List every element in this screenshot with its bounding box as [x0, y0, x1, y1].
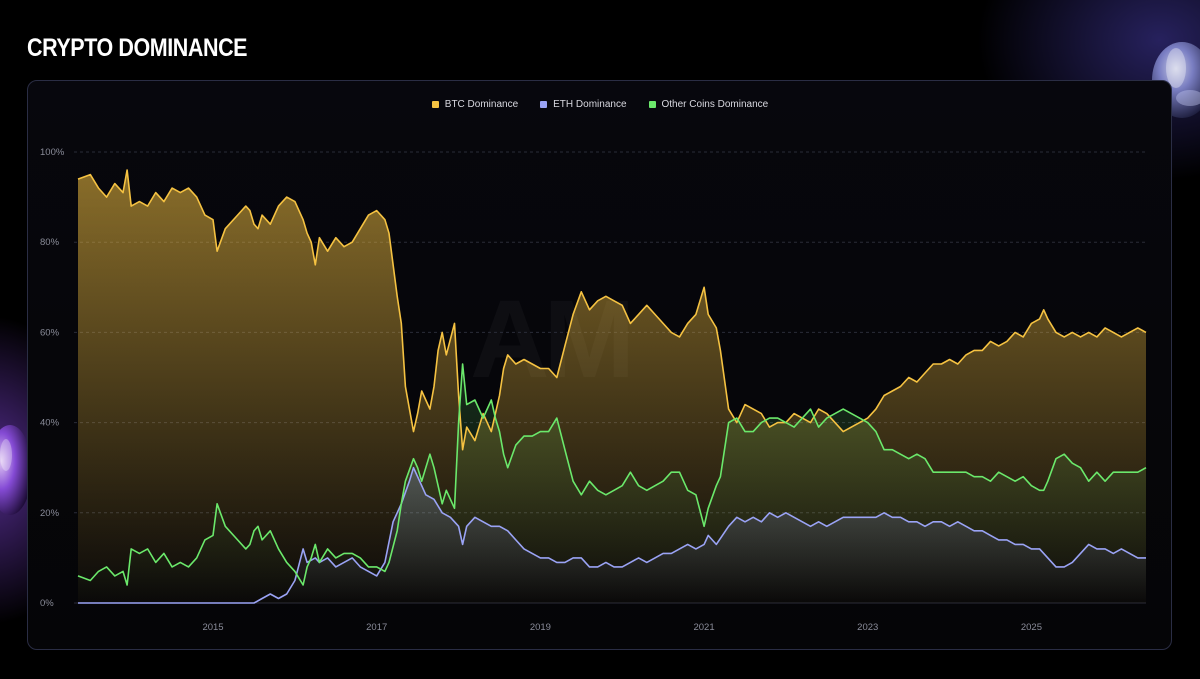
- y-tick-label: 20%: [40, 508, 60, 519]
- legend-swatch-other: [648, 101, 656, 108]
- legend-label-other: Other Coins Dominance: [661, 99, 769, 110]
- area-eth: [78, 467, 1146, 603]
- glass-ornament-left: [0, 425, 32, 515]
- chart-legend: BTC Dominance ETH Dominance Other Coins …: [0, 99, 1200, 110]
- series-lines: [77, 169, 1147, 604]
- y-axis-ticks: 0% 20% 40% 60% 80% 100%: [40, 147, 65, 609]
- y-tick-label: 0%: [40, 598, 54, 609]
- y-tick-label: 40%: [40, 418, 60, 429]
- legend-swatch-btc: [431, 101, 439, 108]
- legend-swatch-eth: [540, 101, 548, 108]
- line-btc: [77, 169, 1147, 451]
- x-tick-label: 2015: [202, 622, 223, 633]
- x-tick-label: 2025: [1021, 622, 1042, 633]
- legend-item-other[interactable]: Other Coins Dominance: [648, 99, 769, 110]
- legend-item-eth[interactable]: ETH Dominance: [540, 99, 627, 110]
- legend-label-btc: BTC Dominance: [444, 99, 519, 110]
- x-tick-label: 2021: [693, 622, 714, 633]
- page-title: CRYPTO DOMINANCE: [27, 34, 248, 62]
- y-tick-label: 100%: [40, 147, 65, 158]
- x-axis-ticks: 2015 2017 2019 2021 2023 2025: [202, 622, 1042, 633]
- x-tick-label: 2019: [530, 622, 551, 633]
- x-tick-label: 2023: [857, 622, 878, 633]
- y-tick-label: 80%: [40, 237, 60, 248]
- y-tick-label: 60%: [40, 327, 60, 338]
- x-tick-label: 2017: [366, 622, 387, 633]
- legend-label-eth: ETH Dominance: [553, 99, 627, 110]
- series-areas: [78, 170, 1146, 603]
- line-eth: [78, 466, 1146, 604]
- line-other: [77, 363, 1147, 586]
- legend-item-btc[interactable]: BTC Dominance: [431, 99, 519, 110]
